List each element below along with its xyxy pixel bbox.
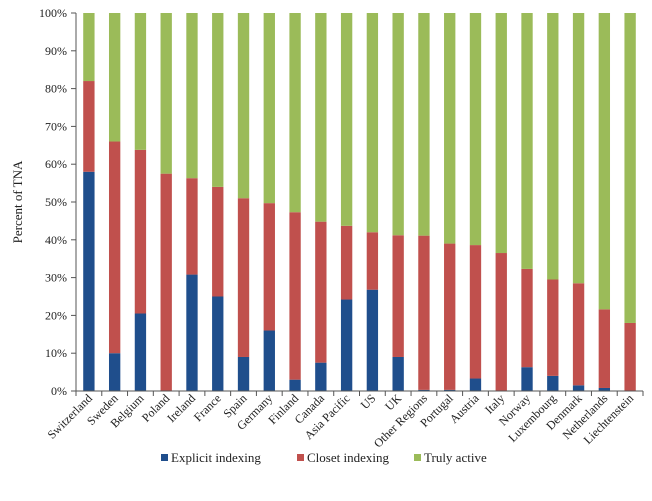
bar-segment-closet-indexing bbox=[134, 149, 147, 314]
bar-segment-explicit-indexing bbox=[366, 289, 379, 391]
y-axis-title: Percent of TNA bbox=[10, 160, 25, 243]
bar-segment-explicit-indexing bbox=[315, 362, 327, 391]
bar-segment-truly-active bbox=[83, 13, 95, 82]
legend: Explicit indexing Closet indexing Truly ac… bbox=[161, 450, 487, 465]
bar-segment-truly-active bbox=[547, 13, 559, 280]
legend-swatch bbox=[414, 454, 421, 461]
bar-segment-explicit-indexing bbox=[237, 356, 250, 391]
y-tick-label: 100% bbox=[39, 6, 67, 20]
bar-segment-truly-active bbox=[469, 13, 482, 246]
bar-segment-explicit-indexing bbox=[212, 296, 224, 391]
y-tick-label: 70% bbox=[45, 119, 67, 133]
legend-label: Closet indexing bbox=[307, 450, 389, 465]
legend-swatch bbox=[161, 454, 168, 461]
bar-segment-closet-indexing bbox=[315, 221, 327, 363]
bar-segment-closet-indexing bbox=[263, 203, 275, 331]
bar-segment-closet-indexing bbox=[108, 141, 121, 354]
bar-segment-closet-indexing bbox=[340, 225, 353, 300]
bar-segment-closet-indexing bbox=[83, 81, 95, 172]
y-tick-label: 60% bbox=[45, 157, 67, 171]
bar-segment-closet-indexing bbox=[444, 243, 456, 390]
x-tick-label: US bbox=[358, 391, 379, 412]
bar-segment-truly-active bbox=[186, 13, 198, 179]
y-tick-label: 10% bbox=[45, 346, 67, 360]
bar-segment-explicit-indexing bbox=[186, 274, 198, 391]
bar-segment-truly-active bbox=[392, 13, 404, 236]
bar-segment-explicit-indexing bbox=[108, 353, 121, 391]
bar-segment-truly-active bbox=[237, 13, 250, 199]
x-tick-label: France bbox=[191, 391, 224, 424]
bar-segment-truly-active bbox=[134, 13, 147, 150]
bar-segment-explicit-indexing bbox=[418, 389, 430, 391]
bar-segment-truly-active bbox=[521, 13, 533, 269]
bar-segment-truly-active bbox=[315, 13, 327, 222]
bar-segment-explicit-indexing bbox=[598, 387, 611, 391]
bar-segment-closet-indexing bbox=[572, 283, 585, 386]
bar-segment-truly-active bbox=[366, 13, 379, 233]
bar-segment-explicit-indexing bbox=[572, 385, 585, 391]
bar-segment-closet-indexing bbox=[598, 309, 611, 388]
bar-segment-truly-active bbox=[624, 13, 636, 323]
y-tick-label: 30% bbox=[45, 271, 67, 285]
x-axis: SwitzerlandSwedenBelgiumPolandIrelandFra… bbox=[45, 390, 644, 450]
bar-segment-explicit-indexing bbox=[289, 379, 301, 391]
bar-segment-closet-indexing bbox=[237, 198, 250, 357]
legend-swatch bbox=[297, 454, 304, 461]
bar-segment-explicit-indexing bbox=[521, 367, 533, 391]
bar-segment-closet-indexing bbox=[469, 245, 482, 379]
bar-segment-truly-active bbox=[340, 13, 353, 226]
bar-segment-explicit-indexing bbox=[547, 375, 559, 391]
bar-segment-closet-indexing bbox=[289, 212, 301, 380]
bar-segment-closet-indexing bbox=[392, 235, 404, 357]
bar-segment-explicit-indexing bbox=[392, 356, 404, 391]
y-axis: 0% 10% 20% 30% 40% 50% 60% 70% 80% 90% 100% bbox=[39, 6, 77, 398]
bar-segment-closet-indexing bbox=[547, 279, 559, 376]
y-tick-label: 50% bbox=[45, 195, 67, 209]
bar-segment-explicit-indexing bbox=[340, 299, 353, 391]
y-tick-label: 0% bbox=[51, 384, 67, 398]
bar-segment-truly-active bbox=[289, 13, 301, 213]
y-tick-label: 40% bbox=[45, 233, 67, 247]
bar-segment-closet-indexing bbox=[366, 232, 379, 290]
legend-label: Explicit indexing bbox=[171, 450, 261, 465]
x-tick-label: Austria bbox=[447, 391, 482, 426]
bar-segment-truly-active bbox=[572, 13, 585, 284]
bar-segment-truly-active bbox=[444, 13, 456, 244]
bar-segment-closet-indexing bbox=[418, 235, 430, 390]
bar-segment-explicit-indexing bbox=[469, 378, 482, 391]
legend-label: Truly active bbox=[424, 450, 487, 465]
bar-segment-closet-indexing bbox=[160, 173, 172, 391]
bar-segment-closet-indexing bbox=[495, 253, 507, 391]
bar-segment-explicit-indexing bbox=[444, 389, 456, 391]
bar-segment-closet-indexing bbox=[186, 178, 198, 275]
bar-segment-explicit-indexing bbox=[83, 171, 95, 391]
bar-segment-closet-indexing bbox=[624, 322, 636, 391]
bars bbox=[83, 13, 636, 391]
bar-segment-truly-active bbox=[495, 13, 507, 254]
bar-segment-explicit-indexing bbox=[134, 313, 147, 391]
bar-segment-truly-active bbox=[212, 13, 224, 187]
bar-segment-truly-active bbox=[263, 13, 275, 204]
bar-segment-closet-indexing bbox=[212, 186, 224, 297]
bar-segment-truly-active bbox=[108, 13, 121, 142]
y-tick-label: 80% bbox=[45, 82, 67, 96]
bar-segment-truly-active bbox=[418, 13, 430, 236]
x-tick-label: Ireland bbox=[164, 391, 198, 425]
bar-segment-truly-active bbox=[160, 13, 172, 174]
bar-segment-explicit-indexing bbox=[263, 330, 275, 391]
y-tick-label: 90% bbox=[45, 44, 67, 58]
y-tick-label: 20% bbox=[45, 308, 67, 322]
bar-segment-truly-active bbox=[598, 13, 611, 310]
bar-segment-closet-indexing bbox=[521, 268, 533, 368]
